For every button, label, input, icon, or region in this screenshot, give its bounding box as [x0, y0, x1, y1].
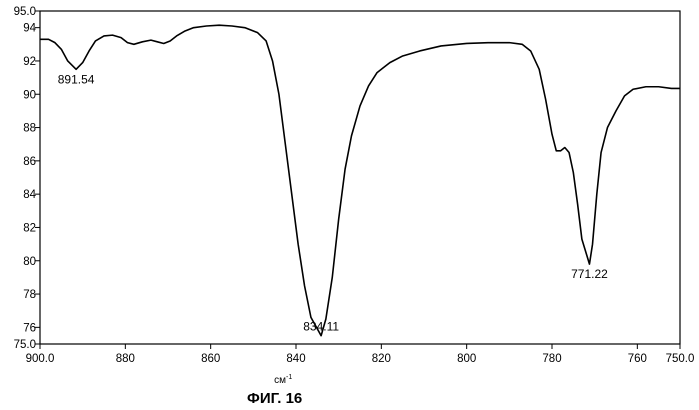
x-axis-unit: см [274, 375, 286, 386]
y-tick-label: 82 [23, 222, 36, 234]
x-tick-label: 800 [457, 353, 476, 365]
x-tick-label: 780 [542, 353, 561, 365]
y-tick-label: 94 [23, 23, 36, 35]
peak-label: 771.22 [571, 267, 608, 281]
y-tick-label: 88 [23, 123, 36, 135]
x-tick-label: 750.0 [666, 353, 695, 365]
peak-label: 891.54 [58, 72, 95, 86]
spectrum-line [40, 25, 680, 336]
x-tick-label: 900.0 [26, 353, 55, 365]
y-tick-label: 95.0 [14, 6, 36, 18]
axis-ticks: 900.0 880 860 840 820 800 780 760 750.0 95.0 94 92 9… [14, 6, 695, 365]
x-tick-label: 880 [116, 353, 135, 365]
series-layer [40, 25, 680, 336]
y-tick-label: 75.0 [14, 339, 36, 351]
chart-frame [40, 11, 680, 344]
peak-annotations: 891.54 834.11 771.22 [58, 72, 608, 333]
x-tick-label: 820 [372, 353, 391, 365]
plot-border [40, 11, 680, 344]
peak-label: 834.11 [303, 320, 339, 334]
y-tick-label: 92 [23, 56, 36, 68]
y-tick-label: 80 [23, 256, 36, 268]
x-tick-label: 760 [628, 353, 647, 365]
y-tick-label: 84 [23, 189, 36, 201]
y-tick-label: 78 [23, 289, 36, 301]
y-tick-label: 76 [23, 322, 36, 334]
y-tick-label: 86 [23, 156, 36, 168]
figure-caption: ФИГ. 16 [247, 390, 302, 407]
x-tick-label: 860 [201, 353, 220, 365]
y-tick-label: 90 [23, 89, 36, 101]
x-axis-unit-superscript: -1 [286, 374, 292, 381]
x-tick-label: 840 [286, 353, 305, 365]
x-axis-label: см-1 [274, 374, 292, 386]
